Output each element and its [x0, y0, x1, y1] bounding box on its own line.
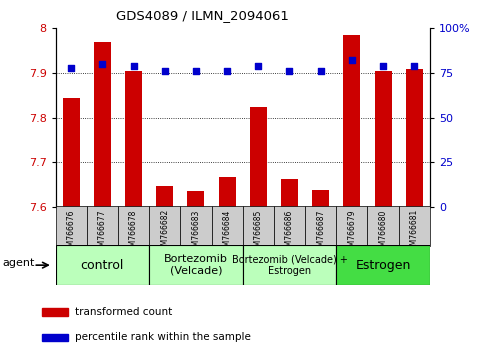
FancyBboxPatch shape	[242, 206, 274, 246]
Point	[99, 61, 106, 67]
FancyBboxPatch shape	[118, 206, 149, 246]
Bar	[312, 190, 329, 207]
Bar	[156, 185, 173, 207]
FancyBboxPatch shape	[180, 206, 212, 246]
FancyBboxPatch shape	[336, 245, 430, 285]
Bar	[343, 35, 360, 207]
Point	[285, 68, 293, 74]
Point	[223, 68, 231, 74]
FancyBboxPatch shape	[56, 245, 149, 285]
FancyBboxPatch shape	[336, 206, 368, 246]
Text: GSM766676: GSM766676	[67, 209, 76, 256]
Text: agent: agent	[3, 258, 35, 268]
FancyBboxPatch shape	[87, 206, 118, 246]
Text: GSM766679: GSM766679	[347, 209, 356, 256]
Text: GSM766683: GSM766683	[191, 209, 200, 256]
Bar	[374, 71, 392, 207]
Point	[379, 63, 387, 69]
FancyBboxPatch shape	[398, 206, 430, 246]
Text: GSM766680: GSM766680	[379, 209, 387, 256]
Text: Bortezomib
(Velcade): Bortezomib (Velcade)	[164, 254, 228, 276]
Point	[255, 63, 262, 69]
FancyBboxPatch shape	[56, 206, 87, 246]
Point	[317, 68, 325, 74]
Text: control: control	[81, 259, 124, 272]
Text: GSM766687: GSM766687	[316, 209, 325, 256]
Bar	[63, 98, 80, 207]
Text: GSM766684: GSM766684	[223, 209, 232, 256]
Text: GSM766677: GSM766677	[98, 209, 107, 256]
Point	[129, 63, 137, 69]
Bar	[250, 107, 267, 207]
Text: GSM766678: GSM766678	[129, 209, 138, 256]
Text: GDS4089 / ILMN_2094061: GDS4089 / ILMN_2094061	[116, 9, 289, 22]
Text: transformed count: transformed count	[74, 307, 172, 317]
Text: percentile rank within the sample: percentile rank within the sample	[74, 332, 251, 342]
Text: GSM766682: GSM766682	[160, 209, 169, 255]
Bar	[406, 69, 423, 207]
Bar	[94, 42, 111, 207]
Point	[348, 58, 356, 63]
Text: GSM766685: GSM766685	[254, 209, 263, 256]
Bar	[125, 71, 142, 207]
FancyBboxPatch shape	[305, 206, 336, 246]
Text: GSM766686: GSM766686	[285, 209, 294, 256]
FancyBboxPatch shape	[274, 206, 305, 246]
FancyBboxPatch shape	[212, 206, 242, 246]
FancyBboxPatch shape	[368, 206, 398, 246]
Bar	[42, 308, 68, 316]
Text: Estrogen: Estrogen	[355, 259, 411, 272]
Text: Bortezomib (Velcade) +
Estrogen: Bortezomib (Velcade) + Estrogen	[231, 254, 347, 276]
Text: GSM766681: GSM766681	[410, 209, 419, 255]
Point	[411, 63, 418, 69]
Point	[161, 68, 169, 74]
Bar	[281, 179, 298, 207]
FancyBboxPatch shape	[242, 245, 336, 285]
FancyBboxPatch shape	[149, 206, 180, 246]
Bar	[42, 333, 68, 341]
Point	[67, 65, 75, 70]
Bar	[218, 177, 236, 207]
Bar	[187, 192, 204, 207]
FancyBboxPatch shape	[149, 245, 242, 285]
Point	[192, 68, 200, 74]
